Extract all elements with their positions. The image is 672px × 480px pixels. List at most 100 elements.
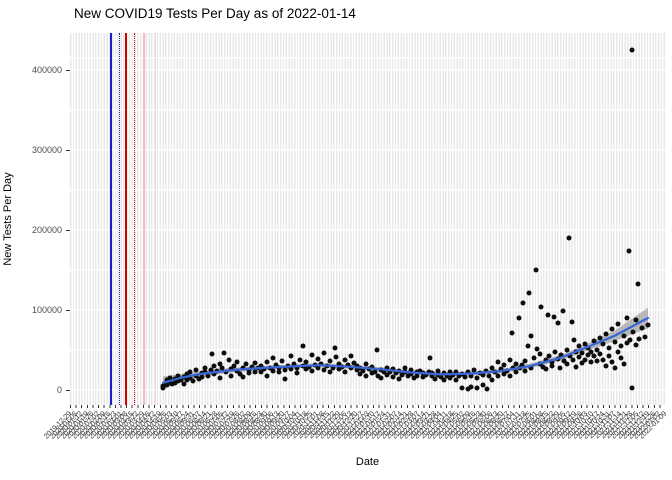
data-point [309, 368, 315, 374]
data-point [249, 364, 255, 370]
data-point [609, 326, 615, 332]
data-point [327, 358, 333, 364]
data-point [549, 359, 555, 365]
data-point [501, 371, 507, 377]
data-point [351, 360, 357, 366]
data-point [444, 373, 450, 379]
data-point [332, 345, 338, 351]
data-point [187, 369, 193, 375]
data-point [237, 371, 243, 377]
data-point [447, 369, 453, 375]
data-point [336, 366, 342, 372]
data-point [519, 362, 525, 368]
data-point [374, 347, 380, 353]
data-point [520, 300, 526, 306]
data-point [408, 371, 414, 377]
data-point [567, 353, 573, 359]
data-point [360, 368, 366, 374]
data-point [303, 366, 309, 372]
data-point [378, 375, 384, 381]
data-point [642, 334, 648, 340]
data-point [438, 374, 444, 380]
data-point [561, 358, 567, 364]
data-point [633, 342, 639, 348]
data-point [228, 366, 234, 372]
data-point [276, 369, 282, 375]
data-point [264, 373, 270, 379]
y-tick-label: 300000 [31, 145, 62, 155]
data-point [258, 369, 264, 375]
data-point [243, 361, 249, 367]
data-point [471, 367, 477, 373]
data-point [513, 361, 519, 367]
data-point [597, 351, 603, 357]
data-point [363, 361, 369, 367]
data-point [234, 359, 240, 365]
data-point [390, 366, 396, 372]
data-point [208, 367, 214, 373]
data-point [474, 375, 480, 381]
data-point [564, 347, 570, 353]
data-point [240, 365, 246, 371]
data-point [375, 373, 381, 379]
data-point [621, 333, 627, 339]
data-point [211, 371, 217, 377]
data-point [164, 377, 170, 383]
data-point [381, 369, 387, 375]
data-point [507, 373, 513, 379]
data-point [615, 349, 621, 355]
reference-line-dotted [119, 33, 120, 405]
data-point [484, 386, 490, 392]
data-point [246, 370, 252, 376]
data-point [357, 371, 363, 377]
data-point [414, 373, 420, 379]
data-point [223, 369, 229, 375]
reference-line-solid [125, 33, 127, 405]
data-point [205, 373, 211, 379]
y-tick-mark [66, 390, 70, 391]
data-point [160, 385, 166, 391]
data-point [228, 373, 234, 379]
data-point [417, 368, 423, 374]
data-point [315, 356, 321, 362]
data-point [522, 358, 528, 364]
smooth-trend-line [161, 316, 650, 384]
data-point [630, 329, 636, 335]
data-point [300, 343, 306, 349]
data-point [372, 369, 378, 375]
data-point [531, 355, 537, 361]
data-point [555, 320, 561, 326]
data-point [363, 373, 369, 379]
data-point [498, 366, 504, 372]
data-point [579, 350, 585, 356]
data-point [629, 47, 635, 53]
data-point [178, 377, 184, 383]
data-point [621, 361, 627, 367]
data-point [348, 365, 354, 371]
reference-line-dotted [134, 33, 135, 405]
data-point [480, 372, 486, 378]
data-point [537, 351, 543, 357]
data-point [509, 330, 515, 336]
data-point [624, 340, 630, 346]
data-point [261, 366, 267, 372]
data-point [408, 367, 414, 373]
data-point [390, 374, 396, 380]
data-point [564, 361, 570, 367]
data-point [525, 343, 531, 349]
data-point [543, 366, 549, 372]
data-point [291, 361, 297, 367]
data-point [348, 353, 354, 359]
data-point [273, 362, 279, 368]
data-point [297, 357, 303, 363]
data-point [184, 371, 190, 377]
data-point [636, 336, 642, 342]
y-tick-mark [66, 230, 70, 231]
reference-line-dotted [155, 33, 156, 405]
data-point [468, 373, 474, 379]
data-point [558, 352, 564, 358]
data-point [336, 361, 342, 367]
data-point [576, 354, 582, 360]
data-point [594, 358, 600, 364]
data-point [294, 365, 300, 371]
